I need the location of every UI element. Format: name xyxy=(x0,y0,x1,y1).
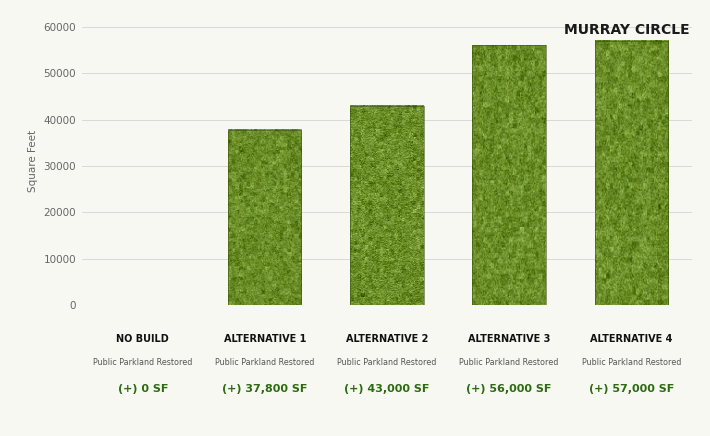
Text: Public Parkland Restored: Public Parkland Restored xyxy=(337,358,437,368)
Text: (+) 0 SF: (+) 0 SF xyxy=(118,385,168,394)
Bar xyxy=(228,130,302,305)
Text: ALTERNATIVE 3: ALTERNATIVE 3 xyxy=(468,334,550,344)
Text: Public Parkland Restored: Public Parkland Restored xyxy=(215,358,315,368)
Text: (+) 57,000 SF: (+) 57,000 SF xyxy=(589,385,674,394)
Text: ALTERNATIVE 4: ALTERNATIVE 4 xyxy=(590,334,672,344)
Text: (+) 37,800 SF: (+) 37,800 SF xyxy=(222,385,307,394)
Text: Public Parkland Restored: Public Parkland Restored xyxy=(459,358,559,368)
Text: (+) 43,000 SF: (+) 43,000 SF xyxy=(344,385,430,394)
Text: NO BUILD: NO BUILD xyxy=(116,334,169,344)
Text: Public Parkland Restored: Public Parkland Restored xyxy=(93,358,192,368)
Text: ALTERNATIVE 1: ALTERNATIVE 1 xyxy=(224,334,306,344)
Bar xyxy=(350,106,424,305)
Text: (+) 56,000 SF: (+) 56,000 SF xyxy=(466,385,552,394)
Y-axis label: Square Feet: Square Feet xyxy=(28,130,38,192)
Text: Public Parkland Restored: Public Parkland Restored xyxy=(581,358,681,368)
Text: ALTERNATIVE 2: ALTERNATIVE 2 xyxy=(346,334,428,344)
Text: MURRAY CIRCLE: MURRAY CIRCLE xyxy=(564,23,689,37)
Bar xyxy=(472,45,546,305)
Bar xyxy=(594,41,668,305)
